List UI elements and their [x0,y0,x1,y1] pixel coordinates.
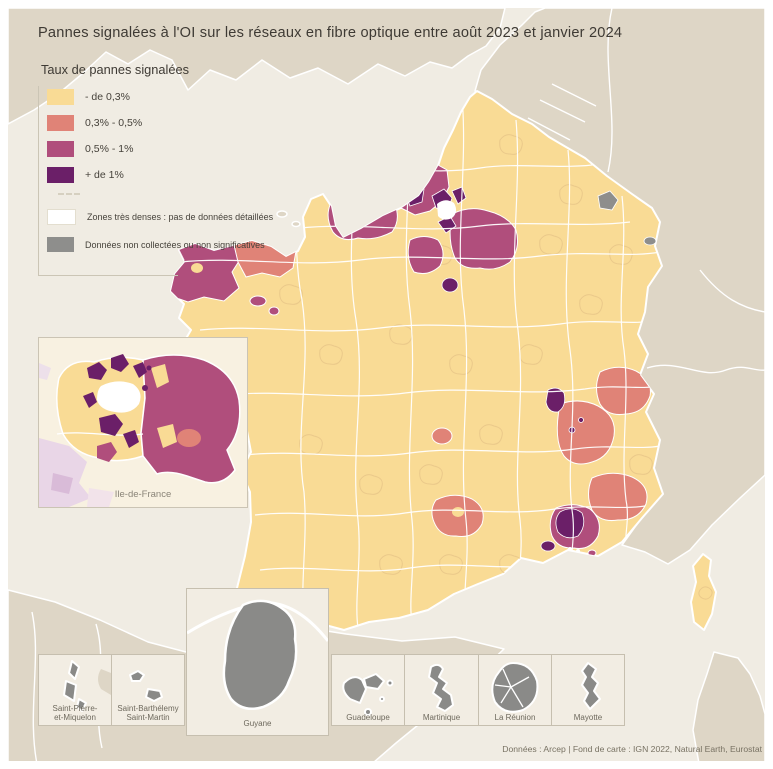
sardinia-landmass [692,651,765,761]
corsica-shape [690,553,717,631]
territory-box-martinique: Martinique [404,654,479,726]
legend-label: Zones très denses : pas de données détai… [87,212,274,222]
channel-island [291,220,301,228]
legend-label: 0,3% - 0,5% [85,117,143,129]
idf-magenta-patch [97,442,117,462]
legend-swatch-over-1 [47,167,74,183]
legend: Taux de pannes signalées - de 0,3% 0,3% … [38,62,328,276]
france-shape [170,90,664,631]
legend-swatch-05-1 [47,141,74,157]
territory-label-line: Saint-Barthélemy [117,704,179,713]
idf-inset-label: Ile-de-France [114,489,172,500]
region-essonne [407,236,444,274]
legend-swatch-dense-zones [47,209,76,225]
country-border [607,8,613,173]
saint-barthelemy-saint-martin-map [129,670,163,702]
idf-yellow-pocket [157,424,177,448]
legend-item: - de 0,3% [47,89,328,105]
legend-body: - de 0,3% 0,3% - 0,5% 0,5% - 1% + de 1% [38,86,328,276]
territory-box-guadeloupe: Guadeloupe [331,654,405,726]
guyane-map [187,599,328,710]
territory-label: Martinique [405,713,478,722]
country-border [699,269,765,313]
territory-box-guyane: Guyane [186,588,329,736]
guadeloupe-map [342,673,394,716]
legend-label: Données non collectées ou non significat… [85,239,265,250]
idf-salmon-pocket [177,429,201,447]
region-sens [441,277,459,293]
legend-title: Taux de pannes signalées [41,62,189,77]
territory-label-line: Saint-Pierre- [52,704,98,713]
region-no-data [643,236,657,246]
legend-swatch-no-data [47,237,74,252]
territory-label-line: Guyane [243,719,272,728]
idf-purple-patch [83,392,97,408]
legend-swatch-under-03 [47,89,74,105]
idf-inset-svg [39,354,241,507]
idf-yellow-pocket [151,364,169,388]
faded-region [39,363,51,380]
legend-item: 0,5% - 1% [47,141,328,157]
legend-item: + de 1% [47,167,328,183]
region-hautes-alpes [588,472,648,521]
territory-label: Saint-Barthélemy Saint-Martin [112,704,184,722]
territory-label: Guyane [187,719,328,728]
attribution: Données : Arcep | Fond de carte : IGN 20… [502,744,762,754]
legend-divider [58,193,80,195]
mayotte-map [581,662,601,710]
territory-box-mayotte: Mayotte [551,654,625,726]
martinique-map [428,663,454,712]
legend-item: Données non collectées ou non significat… [47,237,328,252]
territory-label-line: Saint-Martin [126,713,170,722]
territory-label: Guadeloupe [332,713,404,722]
england-landmass [8,8,506,125]
idf-purple-patch [87,362,107,380]
legend-label: - de 0,3% [85,91,130,103]
idf-seine-et-marne [140,354,241,484]
territory-box-la-reunion: La Réunion [478,654,552,726]
legend-label: + de 1% [85,169,124,181]
map-title: Pannes signalées à l'OI sur les réseaux … [38,25,623,41]
region-morbihan [249,295,267,307]
idf-purple-patch [133,362,147,378]
la-reunion-map [491,662,539,713]
zeeland-inlets [527,83,597,141]
idf-paris-dense-zone [97,381,141,413]
legend-item: Zones très denses : pas de données détai… [47,209,328,225]
idf-inset: Ile-de-France [38,337,248,508]
idf-purple-patch [99,414,123,436]
region-haute-savoie [596,366,651,415]
faded-region [87,488,114,507]
idf-purple-patch [123,430,139,448]
territory-label-line: Martinique [422,713,461,722]
territory-label: Mayotte [552,713,624,722]
territory-box-saint-barthelemy-saint-martin: Saint-Barthélemy Saint-Martin [111,654,185,726]
newfoundland-fragment [98,669,111,695]
corsica-epci [698,586,713,600]
region-clermont [431,427,453,445]
legend-swatch-03-05 [47,115,74,131]
territory-label: Saint-Pierre- et-Miquelon [39,704,111,722]
territory-label-line: La Réunion [494,713,536,722]
country-border [646,364,765,374]
territory-label-line: Guadeloupe [346,713,390,722]
legend-label: 0,5% - 1% [85,143,134,155]
map-area: Pannes signalées à l'OI sur les réseaux … [8,8,765,761]
channel-island [276,210,288,218]
france-detail [171,95,663,629]
territory-label-line: Mayotte [573,713,603,722]
territory-label-line: et-Miquelon [54,713,96,722]
saint-pierre-et-miquelon-map [63,660,111,712]
territory-box-saint-pierre-et-miquelon: Saint-Pierre- et-Miquelon [38,654,112,726]
idf-purple-patch [142,385,148,391]
idf-purple-patch [146,365,152,371]
region-no-data [597,190,619,211]
idf-purple-patch [111,354,129,372]
legend-item: 0,3% - 0,5% [47,115,328,131]
territory-label: La Réunion [479,713,551,722]
faded-region [51,473,73,494]
